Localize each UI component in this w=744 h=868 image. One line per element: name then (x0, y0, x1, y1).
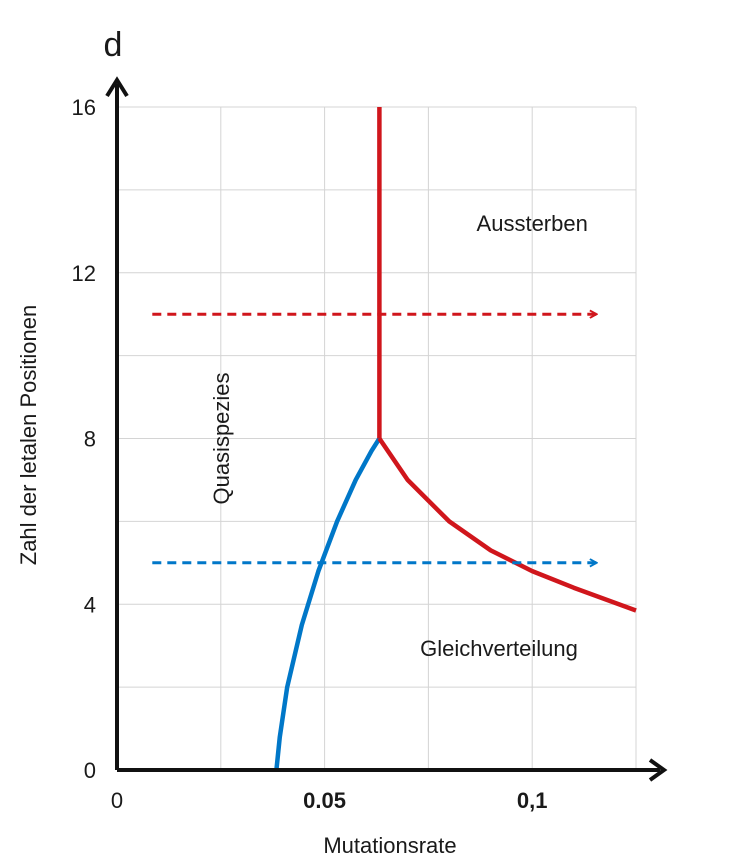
y-tick-label-4: 16 (72, 95, 96, 120)
y-tick-label-3: 12 (72, 261, 96, 286)
x-tick-label-1: 0.05 (303, 788, 346, 813)
series-line-2 (377, 437, 637, 613)
x-tick-label-2: 0,1 (517, 788, 548, 813)
region-label-0: Aussterben (477, 211, 588, 236)
y-axis-title: Zahl der letalen Positionen (16, 305, 41, 566)
series-line-0 (274, 437, 382, 771)
y-axis-letter: d (104, 26, 123, 64)
region-label-2: Quasispezies (209, 372, 234, 504)
region-label-1: Gleichverteilung (420, 636, 578, 661)
region-annotations: Aussterben Gleichverteilung Quasispezies (209, 211, 588, 661)
x-tick-label-0: 0 (111, 788, 123, 813)
x-axis-title: Mutationsrate (323, 833, 456, 858)
y-tick-label-2: 8 (84, 427, 96, 452)
x-tick-labels: 0 0.05 0,1 (111, 788, 548, 813)
x-axis-arrowhead (648, 758, 668, 782)
y-tick-label-1: 4 (84, 592, 96, 617)
y-tick-labels: 0 4 8 12 16 (72, 95, 96, 783)
y-axis-arrowhead (105, 76, 129, 98)
grid-lines (117, 106, 637, 770)
y-tick-label-0: 0 (84, 758, 96, 783)
axes (105, 76, 668, 782)
series-group (152, 107, 637, 771)
